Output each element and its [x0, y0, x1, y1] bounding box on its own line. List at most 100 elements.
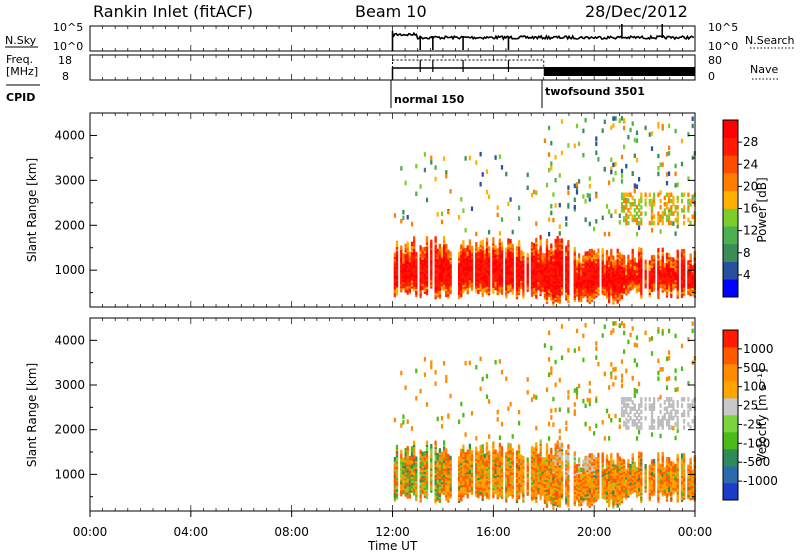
velocity-cell	[470, 411, 474, 416]
power-cell	[582, 255, 585, 260]
power-cell	[623, 255, 626, 260]
velocity-cell	[494, 449, 497, 454]
power-cell	[648, 192, 651, 197]
power-cell	[650, 202, 654, 207]
power-cell	[629, 211, 632, 216]
velocity-cell	[582, 459, 585, 465]
power-cell	[635, 130, 639, 135]
nave-tick-bottom: 0	[708, 70, 715, 83]
velocity-cell	[481, 444, 484, 449]
power-cell	[558, 224, 561, 229]
velocity-cell	[560, 324, 564, 329]
power-cell	[625, 192, 628, 197]
velocity-cell	[550, 408, 553, 413]
power-colorbar-tick-label: 4	[743, 268, 751, 282]
power-cell	[464, 227, 467, 233]
power-cell	[661, 162, 664, 167]
power-cell	[638, 214, 641, 219]
power-cell	[653, 195, 656, 201]
power-cell	[635, 220, 639, 226]
power-cell	[552, 192, 555, 197]
velocity-cell	[475, 446, 478, 451]
power-cell	[631, 248, 634, 254]
power-cell	[650, 255, 654, 260]
power-cell	[443, 156, 446, 161]
power-cell	[608, 231, 611, 237]
power-cell	[494, 245, 497, 250]
power-cell	[625, 163, 628, 169]
power-cell	[623, 205, 626, 210]
power-cell	[567, 204, 570, 209]
power-cell	[627, 134, 630, 140]
velocity-cell	[479, 356, 482, 362]
power-cell	[552, 250, 555, 256]
power-cell	[440, 219, 444, 225]
power-cell	[458, 252, 461, 257]
power-cell	[393, 213, 396, 218]
power-cell	[498, 154, 501, 159]
power-cell	[668, 211, 671, 216]
power-cell	[676, 220, 679, 226]
power-cell	[661, 126, 664, 131]
power-cell	[689, 253, 692, 258]
power-cell	[627, 220, 630, 226]
power-cell	[595, 193, 598, 199]
velocity-cell	[470, 450, 474, 455]
velocity-cell	[584, 403, 587, 409]
velocity-cell	[460, 401, 463, 407]
power-cell	[605, 250, 609, 255]
power-cell	[661, 123, 664, 129]
power-cell	[625, 212, 628, 218]
velocity-cell	[488, 450, 491, 456]
power-cell	[610, 125, 613, 130]
power-cell	[618, 252, 621, 257]
velocity-cell	[400, 423, 403, 428]
power-cell	[644, 202, 647, 207]
power-cell	[565, 222, 568, 227]
power-cell	[653, 198, 656, 204]
power-cell	[635, 138, 639, 143]
power-cell	[468, 239, 471, 244]
power-cell	[485, 237, 489, 243]
power-cell	[498, 231, 501, 236]
power-colorbar-tick-label: 28	[743, 135, 758, 149]
power-cell	[659, 198, 662, 204]
power-cell	[620, 205, 624, 211]
power-cell	[659, 259, 662, 264]
velocity-cell	[511, 448, 514, 453]
velocity-cell	[498, 359, 501, 364]
power-cell	[605, 204, 609, 209]
power-cell	[560, 238, 564, 243]
power-cell	[434, 176, 437, 182]
power-cell	[650, 131, 654, 136]
velocity-cell	[567, 395, 570, 400]
power-cell	[635, 211, 639, 216]
power-cell	[565, 245, 568, 251]
velocity-cell	[582, 333, 585, 338]
power-cell	[668, 220, 671, 226]
velocity-cell	[584, 421, 587, 427]
power-cell	[539, 235, 542, 240]
power-cell	[633, 198, 636, 204]
power-cell	[635, 262, 639, 268]
power-cell	[620, 154, 624, 160]
power-cell	[550, 161, 553, 166]
power-cell	[588, 176, 591, 181]
power-cell	[425, 236, 429, 241]
power-cell	[640, 198, 643, 204]
velocity-cell	[468, 360, 471, 366]
power-cell	[659, 190, 662, 195]
power-cell	[614, 116, 617, 121]
velocity-cell	[565, 426, 568, 431]
velocity-cell	[445, 378, 448, 384]
power-cell	[623, 198, 626, 204]
power-cell	[629, 259, 632, 265]
cpid-segment-1: normal 150	[394, 93, 465, 106]
power-cell	[610, 166, 613, 172]
power-colorbar-swatch	[723, 208, 738, 227]
power-cell	[676, 205, 679, 210]
power-cell	[623, 144, 626, 150]
power-cell	[462, 240, 465, 245]
power-cell	[449, 189, 452, 194]
power-cell	[470, 245, 474, 251]
